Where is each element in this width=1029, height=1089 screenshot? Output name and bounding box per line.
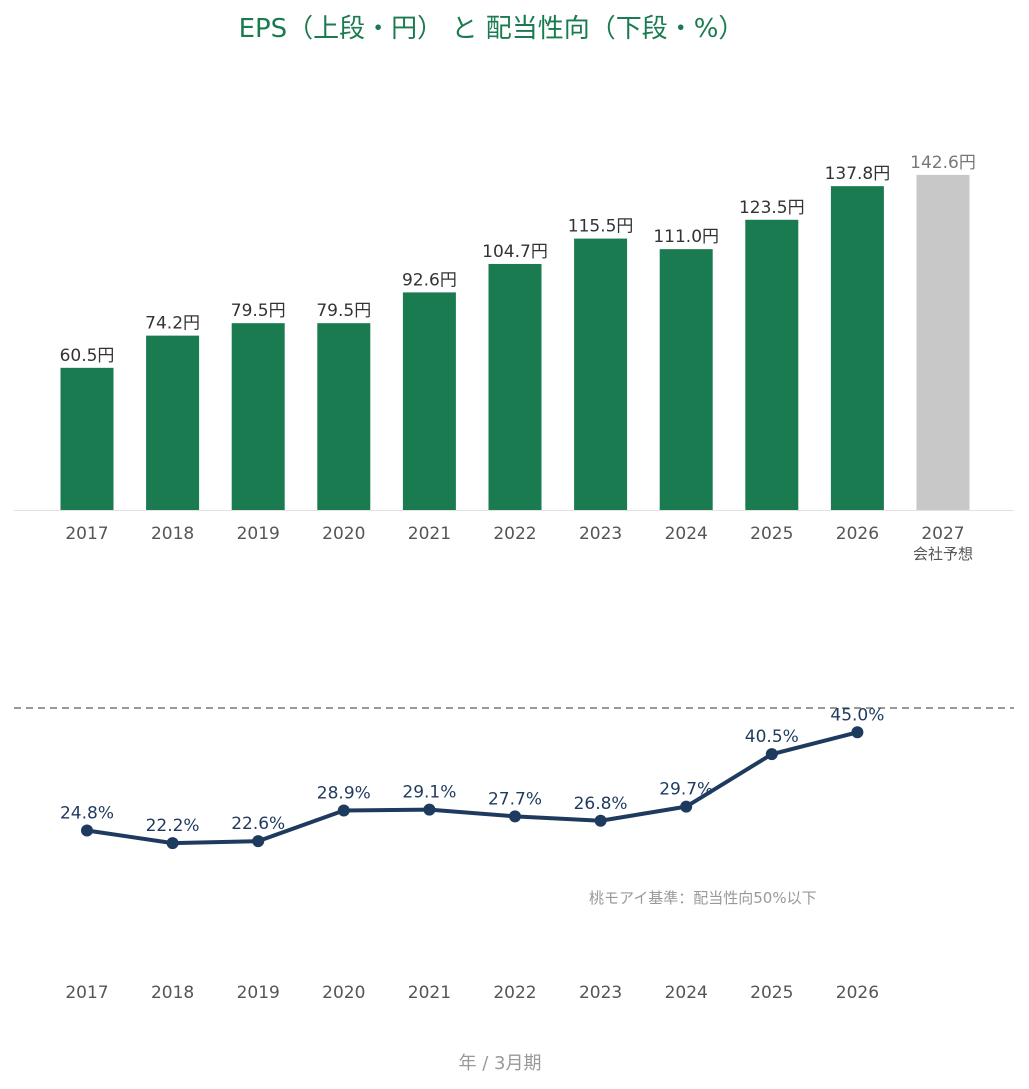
eps-value-label: 111.0円 xyxy=(653,227,719,247)
payout-point xyxy=(423,803,436,816)
x-tick-label: 2027 xyxy=(921,524,964,544)
eps-bar xyxy=(745,219,799,510)
eps-bar xyxy=(916,174,970,510)
payout-point xyxy=(81,824,93,837)
x-tick-label: 2021 xyxy=(408,983,451,1003)
payout-value-label: 27.7% xyxy=(488,789,542,809)
eps-bar xyxy=(317,323,371,510)
eps-value-label: 92.6円 xyxy=(402,270,457,290)
x-tick-label: 2025 xyxy=(750,983,793,1003)
x-tick-label: 2026 xyxy=(836,524,879,544)
x-tick-label: 2026 xyxy=(836,983,879,1003)
payout-value-label: 26.8% xyxy=(574,794,628,814)
eps-value-label: 60.5円 xyxy=(60,346,115,366)
payout-value-label: 29.1% xyxy=(402,783,456,803)
eps-value-label: 74.2円 xyxy=(145,314,200,334)
payout-point xyxy=(594,814,607,827)
x-tick-label: 2021 xyxy=(408,524,451,544)
eps-bar xyxy=(60,367,114,510)
eps-value-label: 115.5円 xyxy=(568,217,634,237)
x-tick-label: 2019 xyxy=(237,524,280,544)
payout-point xyxy=(851,726,864,739)
payout-point xyxy=(337,804,350,817)
x-tick-label: 2024 xyxy=(665,524,708,544)
payout-point xyxy=(252,835,265,848)
x-tick-label: 2017 xyxy=(65,983,108,1003)
payout-value-label: 29.7% xyxy=(659,780,713,800)
payout-point xyxy=(166,837,179,850)
eps-bar xyxy=(402,292,456,510)
x-tick-label: 2017 xyxy=(65,524,108,544)
eps-value-label: 142.6円 xyxy=(910,153,976,173)
payout-value-label: 28.9% xyxy=(317,784,371,804)
x-tick-label: 2024 xyxy=(665,983,708,1003)
eps-value-label: 79.5円 xyxy=(316,301,371,321)
eps-bar xyxy=(231,323,285,510)
payout-point xyxy=(765,748,778,761)
payout-point xyxy=(509,810,521,823)
payout-value-label: 45.0% xyxy=(830,705,884,725)
x-tick-label: 2020 xyxy=(322,524,365,544)
x-tick-label: 2022 xyxy=(493,524,536,544)
eps-bar xyxy=(574,238,628,510)
eps-bar xyxy=(488,263,542,510)
eps-value-label: 123.5円 xyxy=(739,198,805,218)
x-tick-label: 2023 xyxy=(579,524,622,544)
threshold-note: 桃モアイ基準：配当性向50%以下 xyxy=(589,889,817,907)
eps-bar xyxy=(146,335,200,510)
chart-title: EPS（上段・円） と 配当性向（下段・%） xyxy=(238,14,745,44)
payout-value-label: 24.8% xyxy=(60,803,114,823)
payout-value-label: 22.6% xyxy=(231,814,285,834)
payout-value-label: 22.2% xyxy=(146,816,200,836)
x-tick-label: 2020 xyxy=(322,983,365,1003)
x-tick-label: 2025 xyxy=(750,524,793,544)
eps-bar xyxy=(659,249,713,510)
x-tick-label: 2018 xyxy=(151,524,194,544)
payout-value-label: 40.5% xyxy=(745,727,799,747)
eps-value-label: 137.8円 xyxy=(825,164,891,184)
eps-value-label: 104.7円 xyxy=(482,242,548,262)
x-tick-label: 2018 xyxy=(151,983,194,1003)
x-tick-label: 2023 xyxy=(579,983,622,1003)
payout-point xyxy=(680,800,693,813)
eps-value-label: 79.5円 xyxy=(231,301,286,321)
x-tick-sublabel: 会社予想 xyxy=(913,545,973,563)
x-axis-label: 年 / 3月期 xyxy=(458,1053,542,1074)
eps-bar xyxy=(830,186,884,511)
x-tick-label: 2022 xyxy=(493,983,536,1003)
payout-line xyxy=(86,730,858,846)
x-tick-label: 2019 xyxy=(237,983,280,1003)
